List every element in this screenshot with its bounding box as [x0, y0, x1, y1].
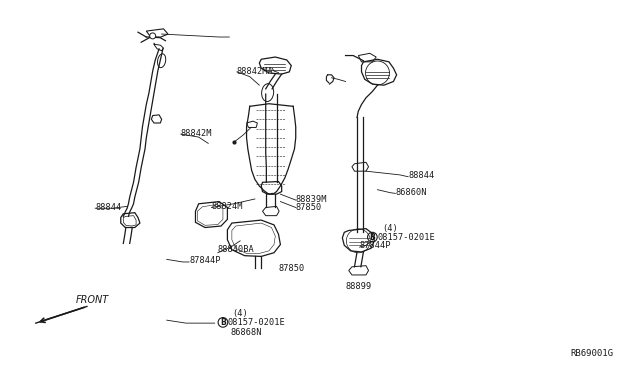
Text: B: B [220, 318, 226, 327]
Circle shape [150, 33, 156, 39]
Text: FRONT: FRONT [76, 295, 109, 305]
Text: 87844P: 87844P [189, 256, 221, 264]
Text: 08157-0201E: 08157-0201E [227, 318, 285, 327]
Text: 88842MA: 88842MA [237, 67, 274, 76]
Text: 87844P: 87844P [360, 241, 391, 250]
Text: 88824M: 88824M [211, 202, 243, 211]
Text: RB69001G: RB69001G [571, 349, 614, 358]
Text: 87850: 87850 [278, 264, 305, 273]
Text: (4): (4) [383, 224, 398, 234]
Text: 88844: 88844 [95, 203, 122, 212]
Text: 88899: 88899 [346, 282, 372, 291]
Text: (4): (4) [232, 310, 248, 318]
Text: 88840BA: 88840BA [218, 245, 255, 254]
Text: B: B [369, 232, 375, 242]
Text: 86860N: 86860N [396, 188, 427, 197]
Text: 88844: 88844 [408, 171, 435, 180]
Text: 88839M: 88839M [296, 195, 327, 204]
Text: 87850: 87850 [296, 203, 322, 212]
Text: 08157-0201E: 08157-0201E [378, 232, 435, 242]
Text: 88842M: 88842M [180, 129, 212, 138]
Text: 86868N: 86868N [230, 328, 262, 337]
